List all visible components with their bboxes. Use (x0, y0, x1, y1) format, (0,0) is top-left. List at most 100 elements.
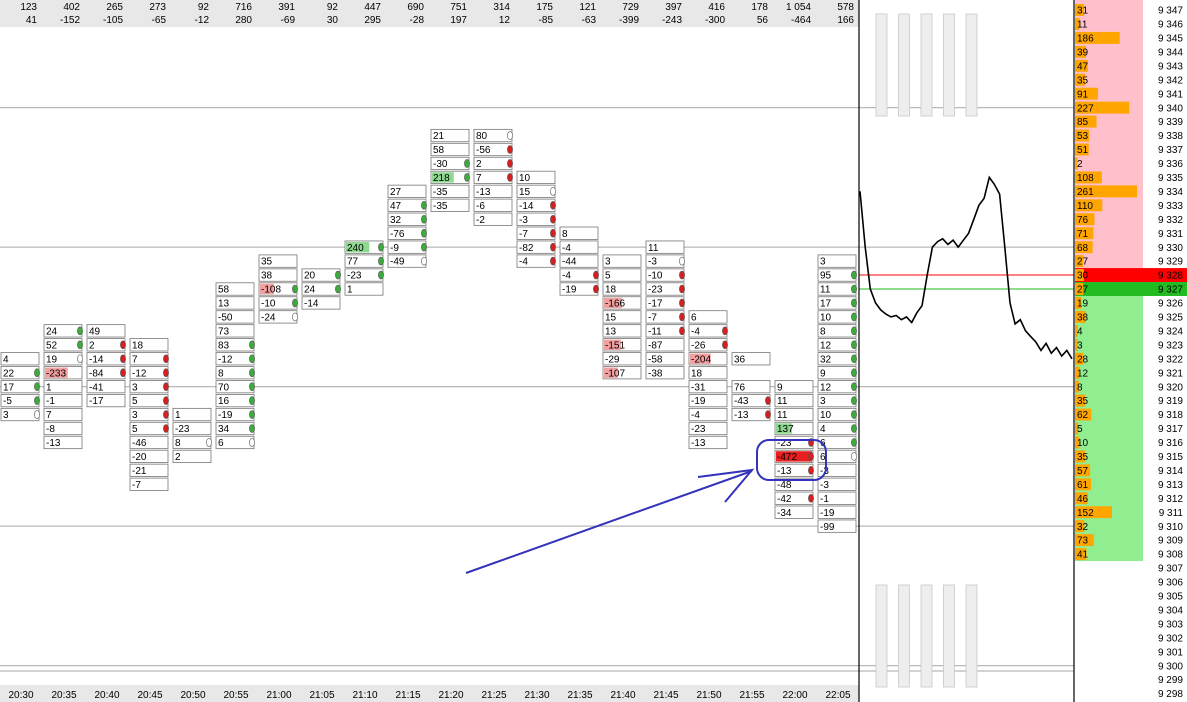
time-label: 20:45 (137, 690, 162, 701)
cell-value: 70 (218, 382, 230, 393)
profile-value: 2 (1077, 159, 1083, 170)
cell-box (731, 380, 771, 394)
footprint-cell: 7 (473, 170, 513, 184)
cell-box (86, 393, 126, 408)
slot-bottom (898, 584, 910, 688)
footprint-cell: 4 (817, 421, 857, 435)
cell-value: -84 (89, 368, 104, 379)
cell-value: 47 (390, 201, 402, 212)
profile-bar (1075, 352, 1084, 365)
column-volume: 1 054 (786, 2, 811, 13)
cell-box (817, 491, 857, 505)
cell-marker (163, 424, 169, 433)
footprint-cell: 3 (129, 380, 169, 394)
price-tick-label: 9 309 (1158, 536, 1183, 547)
price-tick-label: 9 343 (1158, 61, 1183, 72)
footprint-cell: -43 (731, 393, 771, 407)
profile-value: 35 (1077, 75, 1089, 86)
footprint-cell: -23 (172, 421, 212, 435)
cell-box (817, 463, 857, 477)
footprint-cell: -9 (387, 240, 427, 254)
column-delta: -12 (195, 15, 210, 26)
cell-value: 2 (476, 159, 482, 170)
footprint-cell: -46 (129, 435, 169, 450)
annotation-circle (756, 439, 827, 481)
cell-marker (163, 354, 169, 364)
cell-marker (163, 410, 169, 419)
column-volume: 265 (106, 2, 123, 13)
cell-value: 1 (347, 285, 353, 296)
cell-marker (679, 284, 685, 294)
cell-value: -4 (562, 243, 571, 254)
profile-value: 4 (1077, 326, 1083, 337)
cell-value: 18 (691, 368, 703, 379)
footprint-cell: -44 (559, 254, 599, 268)
footprint-cell: 13 (215, 296, 255, 310)
column-delta: -85 (539, 15, 554, 26)
user-annotation[interactable] (465, 439, 827, 574)
profile-value: 11 (1077, 20, 1088, 31)
cell-value: 3 (820, 257, 826, 268)
profile-value: 68 (1077, 243, 1089, 254)
cell-value: -3 (519, 215, 528, 226)
cell-box (43, 380, 83, 394)
cell-box (774, 477, 814, 491)
footprint-cell: 5 (129, 393, 169, 407)
cell-marker (421, 228, 427, 238)
cell-value: 16 (218, 396, 230, 407)
footprint-cell: -23 (645, 282, 685, 296)
footprint-cell: 15 (516, 184, 556, 198)
price-tick-label: 9 332 (1158, 215, 1183, 226)
column-volume: 178 (751, 2, 768, 13)
profile-bar (1075, 478, 1092, 491)
profile-value: 38 (1077, 313, 1089, 324)
slot-bottom (965, 584, 978, 688)
cell-marker (421, 214, 427, 224)
footprint-cell: 12 (817, 338, 857, 352)
cell-marker (120, 368, 126, 378)
cell-marker (120, 340, 126, 350)
profile-bar (1075, 227, 1094, 240)
cell-value: -472 (777, 452, 797, 463)
time-label: 21:15 (395, 690, 420, 701)
footprint-cell: 5 (602, 268, 642, 282)
footprint-cell: 6 (688, 310, 728, 324)
cell-value: 4 (3, 354, 9, 365)
cell-value: 24 (46, 326, 58, 337)
footprint-cell: 73 (215, 324, 255, 337)
column-volume: 273 (149, 2, 166, 13)
column-delta: -65 (152, 15, 167, 26)
cell-value: 6 (820, 452, 826, 463)
cell-marker (679, 298, 685, 308)
price-tick-label: 9 335 (1158, 173, 1183, 184)
cell-box (43, 407, 83, 422)
cell-marker (851, 438, 857, 447)
profile-bar (1075, 129, 1090, 142)
footprint-cell: 4 (0, 352, 40, 365)
cell-box (645, 240, 685, 254)
footprint-cell: -84 (86, 366, 126, 380)
cell-imbalance-fill (604, 297, 622, 309)
cell-value: -8 (46, 424, 55, 435)
time-axis-background (0, 685, 859, 702)
profile-value: 73 (1077, 536, 1089, 547)
ask-price-marker (1143, 268, 1187, 283)
column-volume: 729 (622, 2, 639, 13)
cell-box (129, 477, 169, 491)
cell-value: 21 (433, 131, 445, 142)
footprint-cell: -21 (129, 463, 169, 477)
footprint-cell: -5 (0, 393, 40, 407)
cell-marker (679, 270, 685, 280)
cell-box (473, 184, 513, 198)
cell-box (387, 184, 427, 198)
footprint-cell: 80 (473, 128, 513, 143)
cell-box (774, 393, 814, 408)
time-label: 21:30 (524, 690, 549, 701)
cell-marker (378, 270, 384, 280)
footprint-cell: 24 (43, 324, 83, 337)
footprint-cell: 7 (43, 407, 83, 422)
footprint-cell: 77 (344, 254, 384, 268)
profile-bar (1075, 171, 1102, 184)
slot-top (875, 13, 888, 117)
